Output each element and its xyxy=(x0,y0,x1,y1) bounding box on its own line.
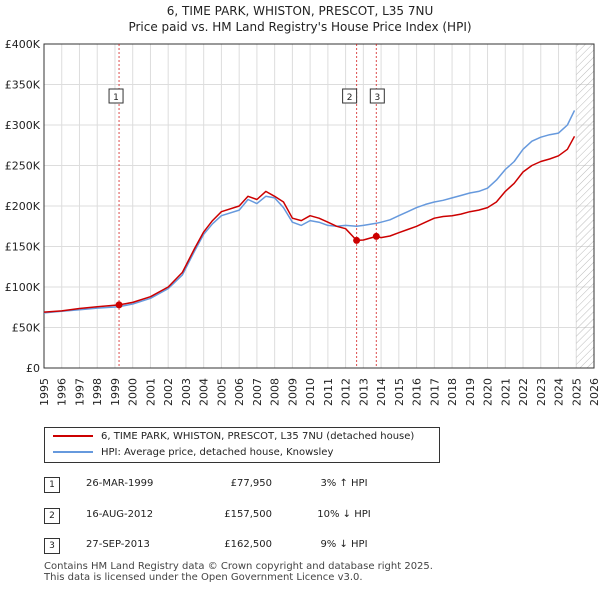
x-tick-label: 2019 xyxy=(464,378,477,406)
x-tick-label: 2013 xyxy=(357,378,370,406)
x-tick-label: 1999 xyxy=(109,378,122,406)
y-tick-label: £350K xyxy=(5,79,41,92)
sale-point xyxy=(372,232,380,240)
sale-number-badge: 3 xyxy=(44,538,60,554)
legend: 6, TIME PARK, WHISTON, PRESCOT, L35 7NU … xyxy=(44,427,440,463)
x-tick-label: 2021 xyxy=(499,378,512,406)
legend-entry-property: 6, TIME PARK, WHISTON, PRESCOT, L35 7NU … xyxy=(53,430,414,444)
x-tick-label: 1995 xyxy=(38,378,51,406)
x-tick-label: 2008 xyxy=(269,378,282,406)
sale-hpi-delta: 10% ↓ HPI xyxy=(317,509,371,520)
sale-row: 3 27-SEP-2013 £162,500 9% ↓ HPI xyxy=(44,538,444,558)
property-price-line xyxy=(43,135,576,313)
x-tick-label: 1997 xyxy=(73,378,86,406)
price-chart: £0 £50K £100K £150K £200K £250K £300K £350K £400… xyxy=(5,38,600,406)
y-tick-label: £300K xyxy=(5,119,41,132)
x-tick-label: 2001 xyxy=(144,378,157,406)
x-tick-label: 1996 xyxy=(56,378,69,406)
plot-frame xyxy=(43,43,595,369)
sale-hpi-delta: 9% ↓ HPI xyxy=(320,539,368,550)
sale-row: 1 26-MAR-1999 £77,950 3% ↑ HPI xyxy=(44,477,444,497)
sale-date: 27-SEP-2013 xyxy=(86,539,150,550)
legend-swatch-hpi xyxy=(53,451,93,453)
x-tick-label: 2017 xyxy=(428,378,441,406)
y-tick-label: £100K xyxy=(5,281,41,294)
legend-entry-hpi: HPI: Average price, detached house, Know… xyxy=(53,446,333,460)
x-tick-label: 2010 xyxy=(304,378,317,406)
sale-point xyxy=(115,301,123,309)
x-tick-label: 2016 xyxy=(411,378,424,406)
x-tick-label: 2005 xyxy=(215,378,228,406)
x-tick-label: 2024 xyxy=(553,378,566,406)
x-tick-label: 2023 xyxy=(535,378,548,406)
x-tick-label: 2018 xyxy=(446,378,459,406)
x-tick-label: 2009 xyxy=(286,378,299,406)
x-tick-label: 2025 xyxy=(570,378,583,406)
x-tick-label: 2022 xyxy=(517,378,530,406)
sale-number-label: 2 xyxy=(347,93,353,103)
y-tick-label: £0 xyxy=(26,362,40,375)
sale-number-box xyxy=(369,88,385,104)
y-tick-label: £150K xyxy=(5,241,41,254)
y-tick-label: £200K xyxy=(5,200,41,213)
x-tick-label: 2003 xyxy=(180,378,193,406)
sale-date: 16-AUG-2012 xyxy=(86,509,154,520)
x-tick-label: 2004 xyxy=(198,378,211,406)
sale-price: £162,500 xyxy=(224,539,272,550)
sale-number-box xyxy=(108,88,124,104)
sale-number-badge: 2 xyxy=(44,508,60,524)
footer-copyright: Contains HM Land Registry data © Crown c… xyxy=(44,561,433,572)
x-tick-label: 2015 xyxy=(393,378,406,406)
x-tick-label: 2007 xyxy=(251,378,264,406)
sale-hpi-delta: 3% ↑ HPI xyxy=(320,478,368,489)
x-tick-label: 1998 xyxy=(91,378,104,406)
y-tick-label: £250K xyxy=(5,160,41,173)
sale-number-label: 3 xyxy=(374,93,380,103)
x-tick-label: 2014 xyxy=(375,378,388,406)
y-tick-label: £400K xyxy=(5,38,41,51)
legend-swatch-property xyxy=(53,435,93,437)
hpi-line xyxy=(43,110,576,314)
sale-price: £157,500 xyxy=(224,509,272,520)
footer-licence: This data is licensed under the Open Gov… xyxy=(44,572,363,583)
x-tick-label: 2002 xyxy=(162,378,175,406)
x-tick-label: 2006 xyxy=(233,378,246,406)
sale-price: £77,950 xyxy=(230,478,272,489)
legend-label-hpi: HPI: Average price, detached house, Know… xyxy=(101,447,334,458)
x-tick-label: 2012 xyxy=(340,378,353,406)
chart-title-line1: 6, TIME PARK, WHISTON, PRESCOT, L35 7NU xyxy=(166,4,434,18)
x-tick-label: 2000 xyxy=(127,378,140,406)
x-tick-label: 2020 xyxy=(482,378,495,406)
sale-number-badge: 1 xyxy=(44,477,60,493)
x-tick-label: 2011 xyxy=(322,378,335,406)
sale-point xyxy=(353,236,361,244)
sale-date: 26-MAR-1999 xyxy=(86,478,154,489)
sale-row: 2 16-AUG-2012 £157,500 10% ↓ HPI xyxy=(44,508,444,528)
sale-number-box xyxy=(342,88,358,104)
chart-title-line2: Price paid vs. HM Land Registry's House … xyxy=(128,20,472,34)
sale-number-label: 1 xyxy=(113,93,119,103)
legend-label-property: 6, TIME PARK, WHISTON, PRESCOT, L35 7NU … xyxy=(101,431,415,442)
projection-hatch-region xyxy=(576,44,594,368)
x-tick-label: 2026 xyxy=(588,378,600,406)
y-tick-label: £50K xyxy=(12,322,41,335)
